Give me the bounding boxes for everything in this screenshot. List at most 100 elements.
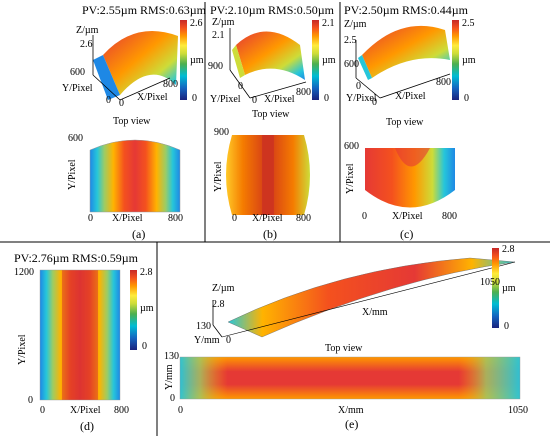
panel-b-tv-x0: 0 [232,213,237,224]
panel-c-zero1: 0 [356,81,361,92]
panel-b-title: PV:2.10µm RMS:0.50µm [210,3,334,17]
panel-b-3d-surface [229,28,307,99]
panel-d-caption: (d) [80,419,94,433]
panel-c-caption: (c) [400,227,414,241]
panel-b-bar-max: 2.1 [322,18,335,29]
panel-a-caption: (a) [132,227,146,241]
panel-b-zero2: 0 [252,95,257,106]
panel-a-z-value: 2.6 [80,39,93,50]
panel-d-map [39,269,121,401]
panel-c-bar-unit: µm [462,55,476,66]
panel-b-tv-y-tick: 900 [214,127,229,138]
panel-c-tv-y-label: Y/Pixel [345,163,356,194]
panel-b-colorbar [312,20,319,100]
panel-c-tv-y-tick: 600 [344,141,359,152]
panel-a-tv-x0: 0 [88,213,93,224]
panel-a-tv-y-label: Y/Pixel [67,159,78,190]
panel-e-tv-y0: 0 [170,393,175,404]
panel-a-y-label: Y/Pixel [62,83,93,94]
panel-a-x-tick: 800 [163,79,178,90]
panel-c-colorbar [452,20,459,100]
panel-b-bar-unit: µm [322,55,336,66]
panel-c-tv-x-tick: 800 [442,211,457,222]
panel-e-z-label: Z/µm [212,283,235,294]
panel-a-tv-x-tick: 800 [168,213,183,224]
panel-a-tv-y-tick: 600 [68,133,83,144]
panel-e-caption: (e) [345,417,359,431]
panel-b-y-tick: 900 [208,61,223,72]
panel-c-y-tick: 600 [344,59,359,70]
panel-a-colorbar [180,20,187,100]
panel-a-tv-x-label: X/Pixel [112,213,143,224]
panel-e-x-tick: 1050 [480,277,500,288]
panel-c-zero2: 0 [372,97,377,108]
panel-a-top-view [89,139,181,213]
panel-e-tv-y-tick: 130 [164,351,179,362]
panel-d-bar-unit: µm [140,303,154,314]
panel-e-top-view-label: Top view [325,343,363,354]
panel-b-top-view [226,135,310,215]
panel-c-x-tick: 800 [436,77,451,88]
panel-e-x-label: X/mm [362,307,388,318]
panel-a-y-tick: 600 [70,67,85,78]
panel-b-bar-min: 0 [324,93,329,104]
panel-e-bar-unit: µm [502,283,516,294]
panel-d-colorbar [130,270,137,350]
panel-d-bar-min: 0 [142,341,147,352]
panel-a-title: PV:2.55µm RMS:0.63µm [82,3,206,17]
panel-e-bar-min: 0 [504,321,509,332]
panel-c-y-label: Y/Pixel [346,93,377,104]
panel-c-top-view-label: Top view [386,117,424,128]
panel-a-zero2: 0 [119,98,124,109]
panel-c-z-value: 2.5 [344,35,357,46]
panel-d-x-tick: 800 [114,405,129,416]
panel-b-zero1: 0 [238,81,243,92]
panel-c-tv-x0: 0 [362,211,367,222]
panel-a-top-view-label: Top view [113,116,151,127]
panel-e-z-value: 2.8 [212,299,225,310]
panel-d-y0: 0 [28,395,33,406]
panel-c-bar-min: 0 [464,93,469,104]
panel-e-zero: 0 [226,335,231,346]
panel-c-3d-surface [355,25,451,99]
panel-a-bar-unit: µm [190,55,204,66]
panel-e-tv-x-label: X/mm [338,405,364,416]
panel-c-bar-max: 2.5 [462,18,475,29]
panel-b-tv-x-tick: 800 [296,213,311,224]
panel-b-x-label: X/Pixel [264,94,295,105]
panel-e-bar-max: 2.8 [502,244,515,255]
panel-c-z-label: Z/µm [344,19,367,30]
panel-a-3d-surface [92,30,178,101]
panel-a-bar-min: 0 [192,93,197,104]
panel-e-tv-y-label: Y/mm [164,364,175,390]
panel-d-y-tick: 1200 [14,267,34,278]
panel-c-top-view [365,148,455,208]
panel-e-top-view [179,356,521,400]
panel-d-y-label: Y/Pixel [17,334,28,365]
panel-c-x-label: X/Pixel [395,91,426,102]
panel-c-title: PV:2.50µm RMS:0.44µm [344,3,468,17]
panel-e-tv-x0: 0 [178,405,183,416]
panel-b-y-label: Y/Pixel [210,94,241,105]
panel-e-y-tick: 130 [196,321,211,332]
panel-d-x-label: X/Pixel [70,405,101,416]
panel-b-tv-y-label: Y/Pixel [213,161,224,192]
panel-a-zero1: 0 [106,95,111,106]
panel-a-z-label: Z/µm [76,25,99,36]
panel-e-colorbar [492,248,499,328]
panel-b-caption: (b) [263,227,277,241]
panel-e-3d-surface [212,257,516,338]
panel-e-tv-x-tick: 1050 [508,405,528,416]
panel-d-title: PV:2.76µm RMS:0.59µm [14,251,138,265]
panel-d-bar-max: 2.8 [140,267,153,278]
panel-d-x0: 0 [40,405,45,416]
panel-b-z-label: Z/µm [212,17,235,28]
panel-b-top-view-label: Top view [252,109,290,120]
panel-b-x-tick: 800 [296,87,311,98]
panel-e-y-label: Y/mm [194,335,220,346]
panel-b-tv-x-label: X/Pixel [252,213,283,224]
panel-a-bar-max: 2.6 [190,18,203,29]
panel-c-tv-x-label: X/Pixel [392,211,423,222]
